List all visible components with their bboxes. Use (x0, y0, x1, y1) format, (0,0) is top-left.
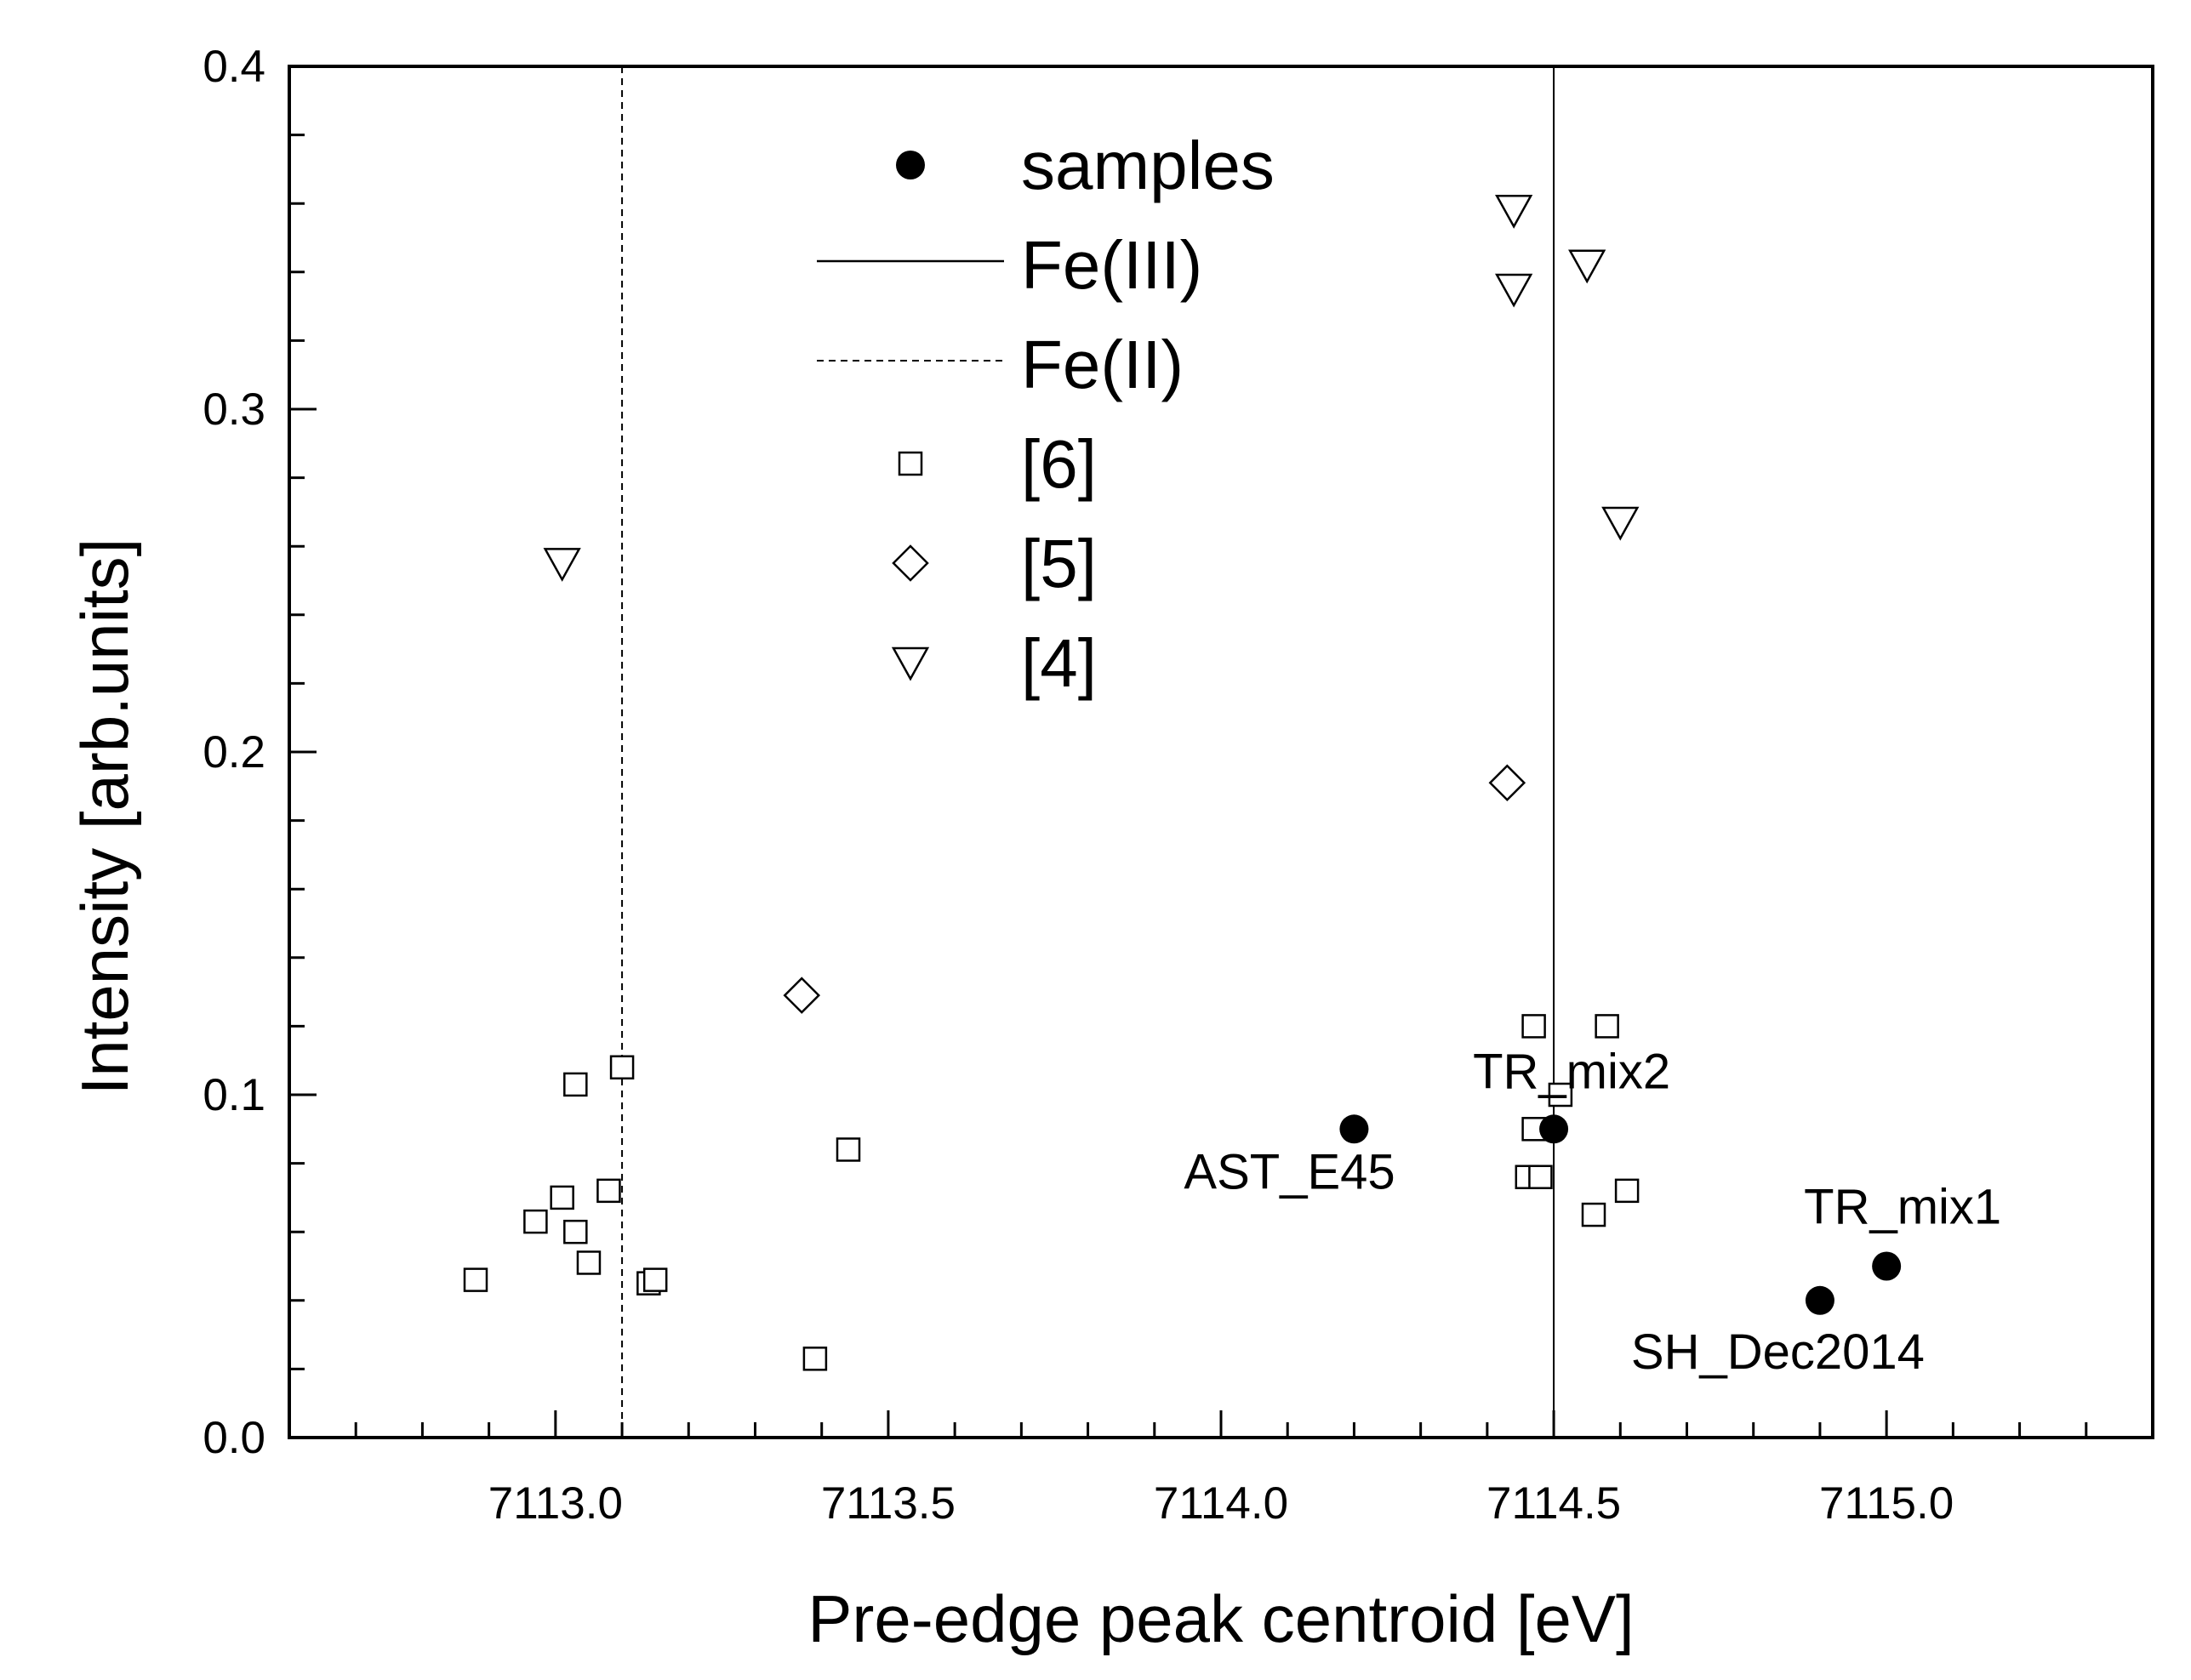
data-point-open-triangle-down (1568, 249, 1606, 284)
data-point-open-square (523, 1209, 548, 1234)
legend-label: Fe(II) (1021, 327, 1184, 402)
reference-lines-layer (621, 66, 1555, 1438)
sample-label: SH_Dec2014 (1631, 1324, 1925, 1380)
sample-label: TR_mix1 (1804, 1180, 2001, 1235)
legend: samples Fe(III) Fe(II) [6] [5] [4] (817, 128, 1275, 701)
data-point-open-triangle-down (1601, 506, 1640, 541)
data-point-open-square (836, 1137, 861, 1162)
sample-label: AST_E45 (1184, 1144, 1395, 1199)
x-axis-title: Pre-edge peak centroid [eV] (807, 1581, 1634, 1656)
x-tick-label: 7114.5 (1486, 1478, 1621, 1529)
y-tick-label: 0.0 (203, 1413, 265, 1463)
legend-symbol-open-diamond (892, 544, 929, 582)
data-point-filled-circle (1805, 1285, 1834, 1315)
data-point-open-square (550, 1185, 574, 1210)
data-point-filled-circle (1339, 1114, 1369, 1144)
data-point-open-triangle-down (1495, 273, 1533, 308)
legend-label: Fe(III) (1021, 227, 1202, 303)
annotations-layer: AST_E45 TR_mix2 SH_Dec2014 TR_mix1 (1184, 1044, 2001, 1380)
legend-label: [4] (1021, 625, 1097, 701)
x-tick-label: 7113.0 (488, 1478, 623, 1529)
sample-label: TR_mix2 (1473, 1044, 1670, 1099)
legend-label: samples (1021, 128, 1275, 203)
legend-label: [6] (1021, 426, 1097, 502)
data-point-open-square (576, 1250, 602, 1275)
data-point-open-diamond (1488, 764, 1526, 802)
x-tick-label: 7114.0 (1154, 1478, 1288, 1529)
data-points-layer (463, 195, 1902, 1371)
data-point-open-square (1548, 1082, 1573, 1108)
axes-layer: 7113.0 7113.5 7114.0 7114.5 7115.0 0.0 0.1 0.2 0… (203, 42, 2154, 1529)
data-point-open-triangle-down (1495, 195, 1533, 229)
y-tick-label: 0.2 (203, 727, 265, 777)
data-point-open-square (1528, 1165, 1553, 1189)
data-point-open-diamond (783, 977, 821, 1014)
legend-symbol-open-square (898, 451, 923, 476)
y-tick-label: 0.3 (203, 384, 265, 435)
data-point-open-triangle-down (543, 548, 581, 582)
legend-label: [5] (1021, 526, 1097, 601)
data-point-open-square (642, 1267, 668, 1292)
y-tick-label: 0.1 (203, 1070, 265, 1120)
legend-symbol-open-triangle-down (891, 646, 930, 681)
data-point-open-square (563, 1219, 588, 1244)
data-point-open-square (1595, 1014, 1619, 1039)
data-point-open-square (609, 1055, 635, 1080)
data-point-open-square (596, 1178, 621, 1204)
y-tick-label: 0.4 (203, 42, 265, 92)
data-point-open-square (1614, 1178, 1640, 1204)
data-point-open-square (463, 1267, 488, 1292)
data-point-filled-circle (1539, 1114, 1569, 1144)
legend-symbol-filled-circle (896, 151, 925, 179)
data-point-open-square (802, 1347, 828, 1371)
x-tick-label: 7113.5 (821, 1478, 956, 1529)
data-point-open-square (1581, 1202, 1606, 1227)
data-point-open-square (1521, 1014, 1546, 1039)
y-axis-title: Intensity [arb.units] (67, 538, 142, 1096)
data-point-open-square (563, 1072, 588, 1097)
x-tick-label: 7115.0 (1819, 1478, 1954, 1529)
axis-titles-layer: Pre-edge peak centroid [eV] Intensity [a… (67, 538, 1635, 1656)
data-point-filled-circle (1872, 1251, 1902, 1281)
